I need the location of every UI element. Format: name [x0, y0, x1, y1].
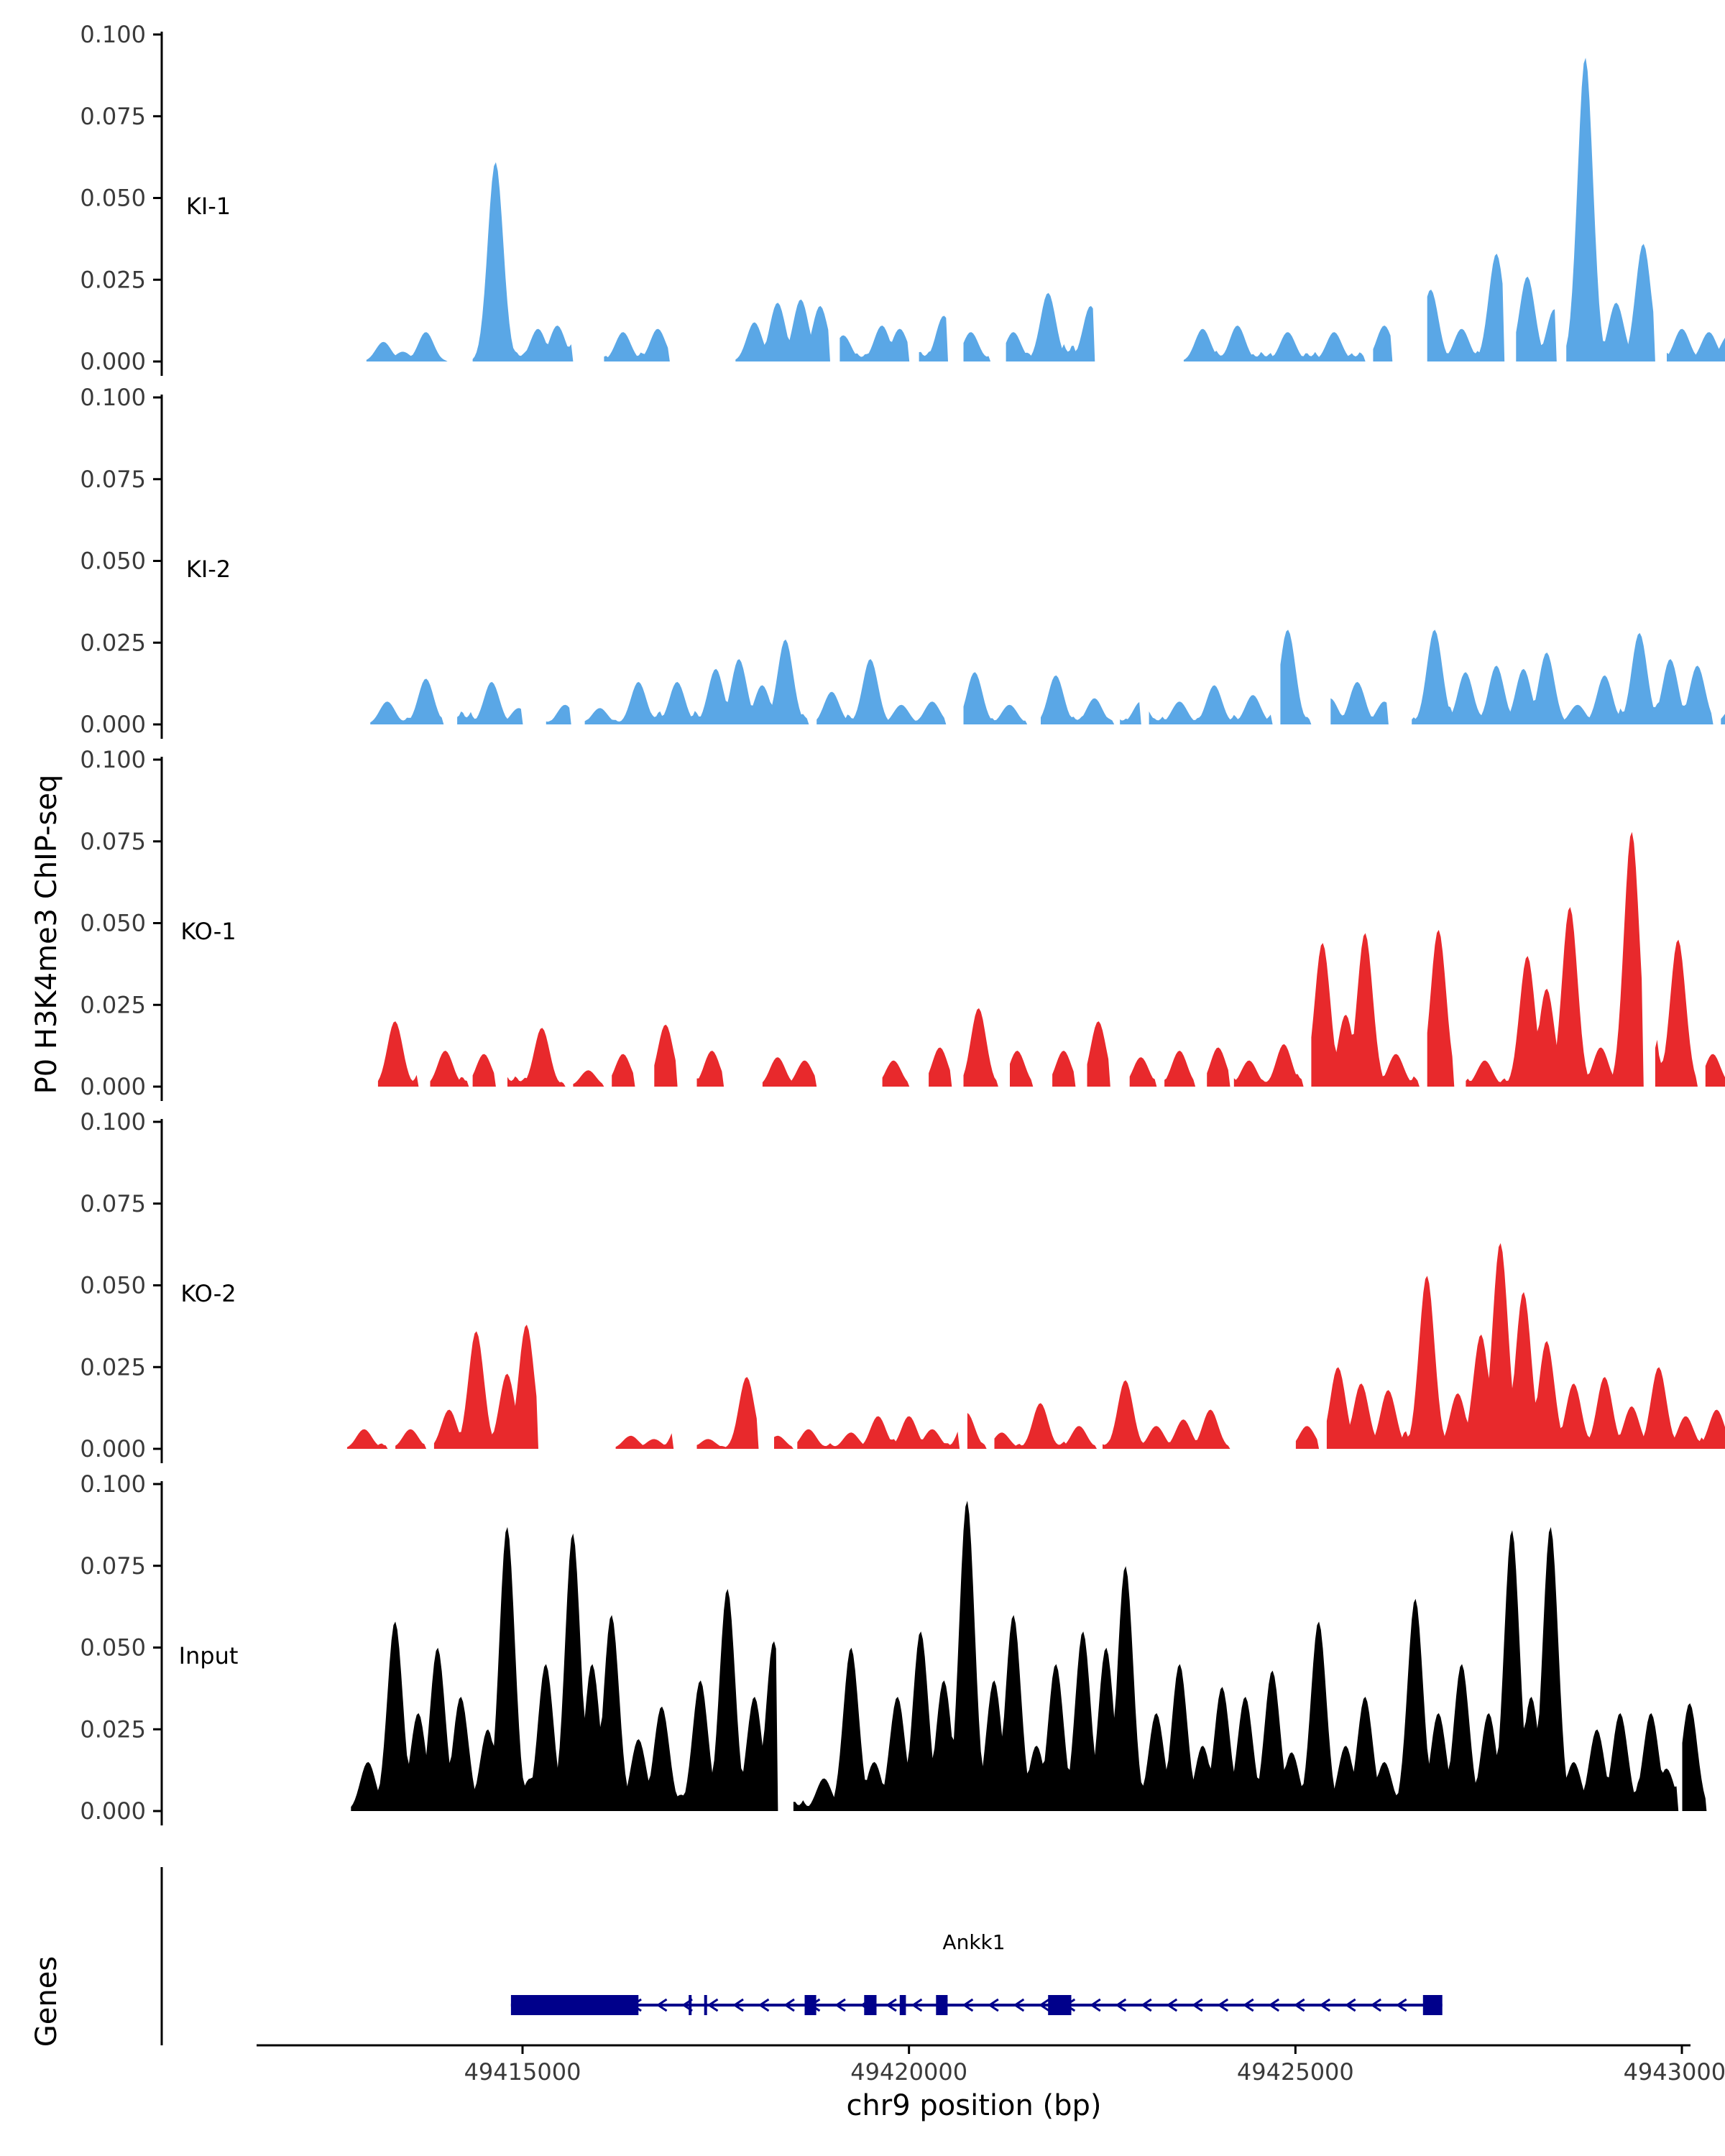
y-tick-label: 0.050 — [80, 1634, 146, 1662]
signal-area-ko-2 — [346, 1243, 1725, 1449]
y-axis-label: P0 H3K4me3 ChIP-seq — [30, 775, 63, 1095]
series-label: KI-1 — [186, 193, 231, 220]
exon — [1048, 1995, 1072, 2015]
strand-arrow — [656, 1998, 668, 2012]
y-tick-label: 0.000 — [80, 1797, 146, 1825]
y-tick-label: 0.000 — [80, 348, 146, 375]
x-tick-label: 49420000 — [850, 2058, 967, 2086]
y-tick-label: 0.075 — [80, 828, 146, 855]
exon — [689, 1995, 692, 2015]
y-tick-label: 0.075 — [80, 466, 146, 493]
signal-area-ki-1 — [366, 57, 1725, 361]
y-tick-label: 0.050 — [80, 910, 146, 937]
y-tick-label: 0.050 — [80, 548, 146, 575]
exon — [899, 1995, 906, 2015]
strand-arrow — [758, 1998, 770, 2012]
y-tick-label: 0.075 — [80, 1190, 146, 1217]
series-label: KO-2 — [180, 1280, 236, 1307]
strand-arrow — [962, 1998, 974, 2012]
x-tick-label: 49415000 — [464, 2058, 581, 2086]
strand-arrow — [988, 1998, 999, 2012]
strand-arrow — [1039, 1998, 1050, 2012]
strand-arrow — [783, 1998, 795, 2012]
exon — [936, 1995, 948, 2015]
strand-arrow — [1166, 1998, 1178, 2012]
strand-arrow — [911, 1998, 923, 2012]
y-tick-label: 0.050 — [80, 1272, 146, 1299]
strand-arrow — [886, 1998, 897, 2012]
strand-arrow — [1294, 1998, 1305, 2012]
x-tick-label: 49430000 — [1624, 2058, 1725, 2086]
y-tick-label: 0.075 — [80, 103, 146, 130]
series-label: Input — [179, 1642, 239, 1669]
y-tick-label: 0.025 — [80, 1715, 146, 1743]
y-tick-label: 0.025 — [80, 991, 146, 1018]
x-axis: 49415000 49420000 49425000 49430000 — [257, 2044, 1725, 2086]
panel-input: 0.000 0.025 0.050 0.075 0.100 Input — [80, 1470, 1707, 1825]
strand-arrow — [834, 1998, 846, 2012]
strand-arrow — [1370, 1998, 1382, 2012]
y-tick-label: 0.000 — [80, 1435, 146, 1462]
strand-arrow — [1090, 1998, 1101, 2012]
panel-ki-2: 0.000 0.025 0.050 0.075 0.100 KI-2 — [80, 384, 1725, 739]
exon — [1422, 1995, 1443, 2015]
strand-arrow — [1319, 1998, 1331, 2012]
y-tick-label: 0.000 — [80, 1073, 146, 1100]
panel-ko-2: 0.000 0.025 0.050 0.075 0.100 KO-2 — [80, 1108, 1725, 1463]
strand-arrow — [707, 1998, 719, 2012]
strand-arrow — [1395, 1998, 1407, 2012]
y-tick-label: 0.075 — [80, 1552, 146, 1580]
strand-arrow — [1192, 1998, 1203, 2012]
series-label: KI-2 — [186, 556, 231, 583]
signal-area-input — [351, 1501, 1707, 1811]
y-tick-label: 0.100 — [80, 746, 146, 773]
y-tick-label: 0.100 — [80, 1108, 146, 1135]
exon — [704, 1995, 707, 2015]
strand-arrow — [1013, 1998, 1025, 2012]
y-tick-label: 0.050 — [80, 185, 146, 212]
y-tick-label: 0.100 — [80, 384, 146, 411]
exon — [804, 1995, 816, 2015]
x-axis-label: chr9 position (bp) — [846, 2089, 1101, 2122]
strand-arrow — [1268, 1998, 1280, 2012]
strand-arrow — [1344, 1998, 1356, 2012]
strand-arrow — [1141, 1998, 1152, 2012]
gene-name: Ankk1 — [942, 1930, 1005, 1954]
y-tick-label: 0.100 — [80, 21, 146, 48]
track-panels: 0.0000.0250.0500.0750.100KI-10.0000.0250… — [80, 21, 1725, 1825]
y-tick-label: 0.025 — [80, 266, 146, 293]
signal-area-ki-2 — [370, 630, 1725, 724]
x-tick-label: 49425000 — [1237, 2058, 1354, 2086]
y-tick-label: 0.000 — [80, 711, 146, 738]
panel-ko-1: 0.000 0.025 0.050 0.075 0.100 KO-1 — [80, 746, 1725, 1101]
exon — [864, 1995, 877, 2015]
y-tick-label: 0.025 — [80, 629, 146, 656]
strand-arrow — [732, 1998, 744, 2012]
exon — [510, 1995, 639, 2015]
y-tick-label: 0.100 — [80, 1470, 146, 1498]
genes-axis-label: Genes — [30, 1956, 63, 2047]
strand-arrow — [1243, 1998, 1254, 2012]
strand-arrow — [1217, 1998, 1229, 2012]
panel-ki-1: 0.000 0.025 0.050 0.075 0.100 KI-1 — [80, 21, 1725, 376]
strand-arrow — [1115, 1998, 1127, 2012]
series-label: KO-1 — [180, 918, 236, 945]
y-tick-label: 0.025 — [80, 1353, 146, 1381]
gene-track: Ankk1 — [160, 1867, 1443, 2045]
